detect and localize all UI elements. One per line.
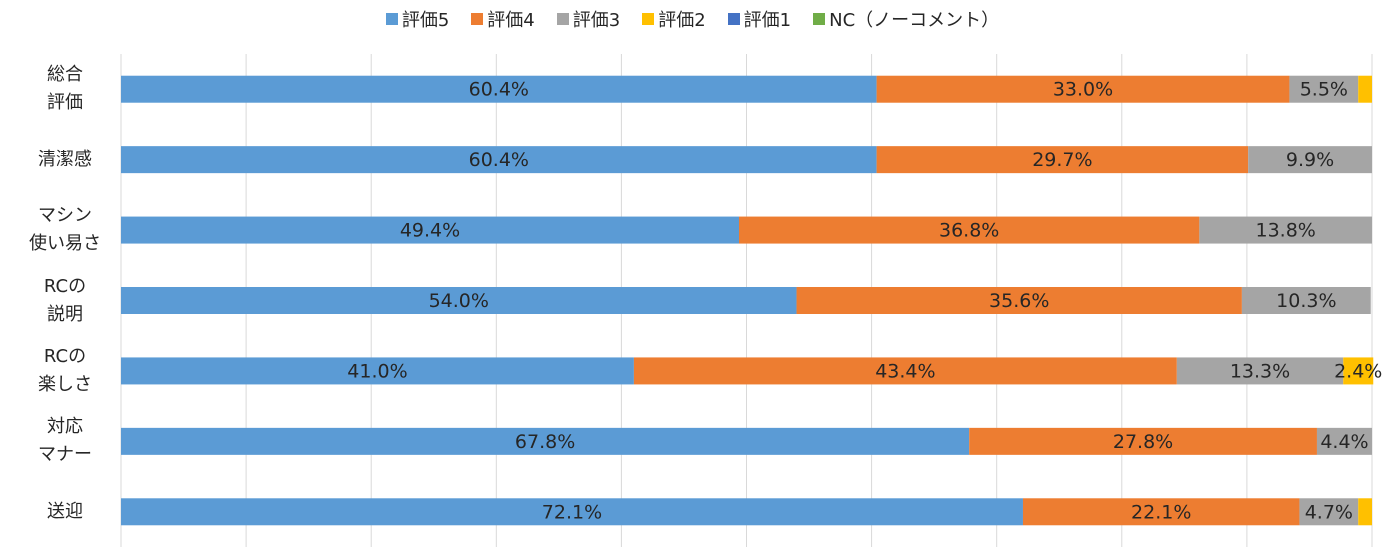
data-label: 67.8%	[515, 431, 575, 453]
data-label: 9.9%	[1286, 149, 1334, 171]
data-label: 29.7%	[1032, 149, 1092, 171]
bar-segment	[1248, 146, 1372, 174]
data-label: 2.4%	[1334, 360, 1382, 382]
bar-segment	[796, 287, 1242, 314]
bar-segment	[1299, 498, 1359, 526]
bar-segment	[1358, 498, 1372, 526]
legend-label: 評価4	[487, 10, 535, 31]
data-label: 10.3%	[1276, 290, 1336, 312]
bar-segment	[1316, 427, 1372, 455]
bar-segment	[1358, 75, 1372, 103]
legend-item: 評価5	[385, 6, 450, 32]
y-tick-label: 送迎	[47, 500, 83, 522]
bar-segment	[121, 357, 634, 385]
bar-segment	[121, 146, 877, 174]
legend-swatch	[385, 13, 398, 25]
legend: 評価5 評価4 評価3 評価2 評価1 NC（ノーコメント）	[0, 6, 1385, 32]
bar-segment	[969, 427, 1317, 455]
bar-segment	[876, 75, 1290, 103]
legend-label: 評価1	[743, 10, 792, 31]
y-tick-label: RCの 楽しさ	[38, 345, 92, 395]
y-tick-label: RCの 説明	[43, 275, 87, 325]
data-label: 4.7%	[1305, 501, 1353, 523]
data-label: 36.8%	[939, 220, 999, 242]
legend-item: NC（ノーコメント）	[813, 6, 999, 32]
data-label: 49.4%	[400, 220, 460, 242]
legend-item: 評価2	[642, 6, 706, 32]
bar-segment	[121, 216, 739, 244]
legend-swatch	[813, 13, 826, 25]
data-label: 13.3%	[1230, 360, 1290, 382]
legend-item: 評価1	[727, 6, 792, 32]
data-label: 27.8%	[1113, 431, 1173, 453]
data-label: 4.4%	[1320, 431, 1368, 453]
legend-label: 評価5	[401, 10, 450, 31]
data-label: 41.0%	[347, 360, 407, 382]
bar-segment	[1289, 75, 1359, 103]
bar-segment	[1022, 498, 1300, 526]
legend-swatch	[556, 13, 569, 25]
bar-segment	[1241, 287, 1371, 314]
y-tick-label: 清潔感	[38, 148, 92, 170]
legend-swatch	[727, 13, 740, 25]
bar-segment	[1343, 357, 1374, 385]
data-label: 5.5%	[1300, 79, 1348, 101]
bar-segment	[121, 287, 797, 314]
legend-label: 評価2	[658, 10, 706, 31]
bar-segment	[121, 498, 1023, 526]
y-tick-label: 対応 マナー	[38, 416, 92, 466]
bar-segment	[738, 216, 1200, 244]
data-label: 33.0%	[1053, 79, 1113, 101]
data-label: 60.4%	[469, 79, 529, 101]
data-label: 54.0%	[429, 290, 489, 312]
y-tick-label: マシン 使い易さ	[29, 205, 101, 255]
legend-label: 評価3	[572, 10, 621, 31]
legend-swatch	[471, 13, 484, 25]
data-label: 22.1%	[1131, 501, 1191, 523]
legend-item: 評価4	[471, 6, 535, 32]
data-label: 43.4%	[875, 360, 935, 382]
data-label: 35.6%	[989, 290, 1049, 312]
data-label: 13.8%	[1256, 220, 1316, 242]
data-label: 60.4%	[469, 149, 529, 171]
bar-segment	[876, 146, 1249, 174]
legend-label: NC（ノーコメント）	[829, 10, 1000, 31]
y-tick-label: 総合 評価	[47, 64, 83, 114]
bar-segment	[121, 427, 970, 455]
data-label: 72.1%	[542, 501, 602, 523]
bar-segment	[1199, 216, 1372, 244]
legend-item: 評価3	[556, 6, 621, 32]
bar-segment	[633, 357, 1177, 385]
bar-segment	[121, 75, 877, 103]
legend-swatch	[642, 13, 655, 25]
bar-segment	[1176, 357, 1344, 385]
